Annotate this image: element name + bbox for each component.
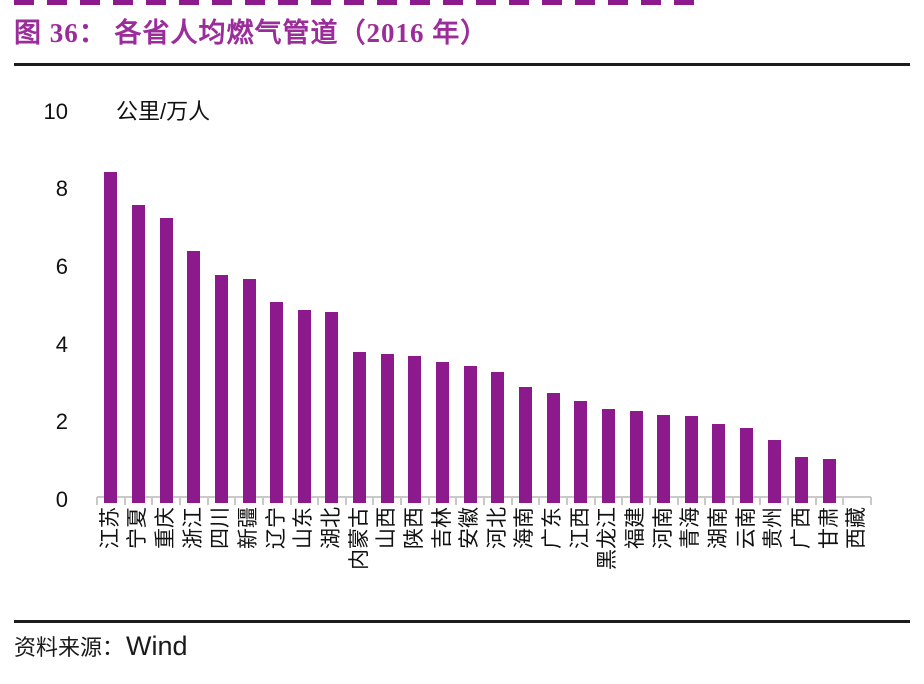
x-axis-label: 安徽 [458,507,482,549]
x-axis-label: 福建 [624,507,648,549]
bar [380,354,394,503]
bar [740,428,754,503]
bar [297,310,311,503]
x-axis-label: 江苏 [98,507,122,549]
title-divider [14,63,910,66]
x-axis-tick [510,497,513,505]
x-axis-tick [621,497,624,505]
bar [518,387,532,503]
y-axis-tick-label: 2 [55,409,68,435]
x-axis-label: 西藏 [845,507,869,549]
bar [214,275,228,503]
source-label: 资料来源： [14,635,125,660]
x-axis-label: 吉林 [430,507,454,549]
x-axis-tick [123,497,126,505]
x-axis-label: 贵州 [762,507,786,549]
x-axis-label: 黑龙江 [596,507,620,570]
x-axis-tick [593,497,596,505]
bar [159,218,173,503]
x-axis-label: 内蒙古 [347,507,371,570]
x-axis-tick [372,497,375,505]
bar [657,415,671,503]
x-axis-label: 江西 [568,507,592,549]
x-axis-label: 重庆 [154,507,178,549]
x-axis-tick [427,497,430,505]
x-axis-label: 广东 [541,507,565,549]
y-axis-tick-label: 0 [55,487,68,512]
x-axis-tick [234,497,237,505]
x-axis-tick [317,497,320,505]
bar [629,411,643,503]
x-axis-tick [400,497,403,505]
x-axis-label: 河南 [651,507,675,549]
y-axis-tick-label: 4 [55,331,68,357]
x-axis-tick [565,497,568,505]
bar [684,416,698,503]
x-axis-label: 青海 [679,507,703,549]
bar [408,356,422,503]
bar [546,393,560,503]
bar [574,401,588,503]
x-axis-label: 云南 [734,507,758,549]
bar [436,362,450,503]
x-axis-label: 湖北 [319,507,343,549]
x-axis-label: 陕西 [402,507,426,549]
x-axis-tick [842,497,845,505]
bar [823,459,837,503]
bar [353,352,367,503]
bar [491,372,505,503]
x-axis-tick [455,497,458,505]
x-axis-tick [787,497,790,505]
x-axis-label: 甘肃 [817,507,841,549]
x-axis-tick [704,497,707,505]
x-axis-tick [96,497,98,505]
bar [187,251,201,503]
bar [463,366,477,503]
y-axis-tick-label: 8 [55,176,68,202]
bar [270,302,284,503]
footer-divider [14,620,910,623]
bar [712,424,726,503]
x-axis-label: 辽宁 [264,507,288,549]
x-axis-label: 海南 [513,507,537,549]
figure-title: 图 36： 各省人均燃气管道（2016 年） [14,18,489,48]
bar [242,279,256,503]
bar [104,172,118,503]
bar [601,409,615,503]
x-axis-tick [289,497,292,505]
x-axis-tick [206,497,209,505]
bar [325,312,339,503]
cropped-text-remnant [14,0,694,5]
x-axis-label: 河北 [485,507,509,549]
y-axis-tick-label: 6 [55,253,68,279]
x-axis-label: 山西 [375,507,399,549]
x-axis-label: 四川 [209,507,233,549]
x-axis-tick [344,497,347,505]
x-axis-tick [731,497,734,505]
x-axis-tick [151,497,154,505]
x-axis-tick [676,497,679,505]
x-axis-label: 山东 [292,507,316,549]
x-axis-tick [648,497,651,505]
y-axis-unit-label: 公里/万人 [116,99,211,124]
x-axis-tick [814,497,817,505]
source-value: Wind [126,631,188,661]
source-line: 资料来源： Wind [14,630,188,662]
bar [767,440,781,503]
x-axis-tick [759,497,762,505]
x-axis-label: 浙江 [181,507,205,549]
bar [795,457,809,503]
x-axis-tick [538,497,541,505]
y-axis-tick-label: 10 [43,98,68,124]
x-axis-tick [483,497,485,505]
bar [131,205,145,503]
x-axis-label: 新疆 [237,507,261,549]
x-axis-tick [870,497,872,505]
x-axis-label: 宁夏 [126,507,150,549]
x-axis-label: 湖南 [706,507,730,549]
x-axis-label: 广西 [789,507,813,549]
x-axis-tick [178,497,181,505]
x-axis-tick [261,497,264,505]
